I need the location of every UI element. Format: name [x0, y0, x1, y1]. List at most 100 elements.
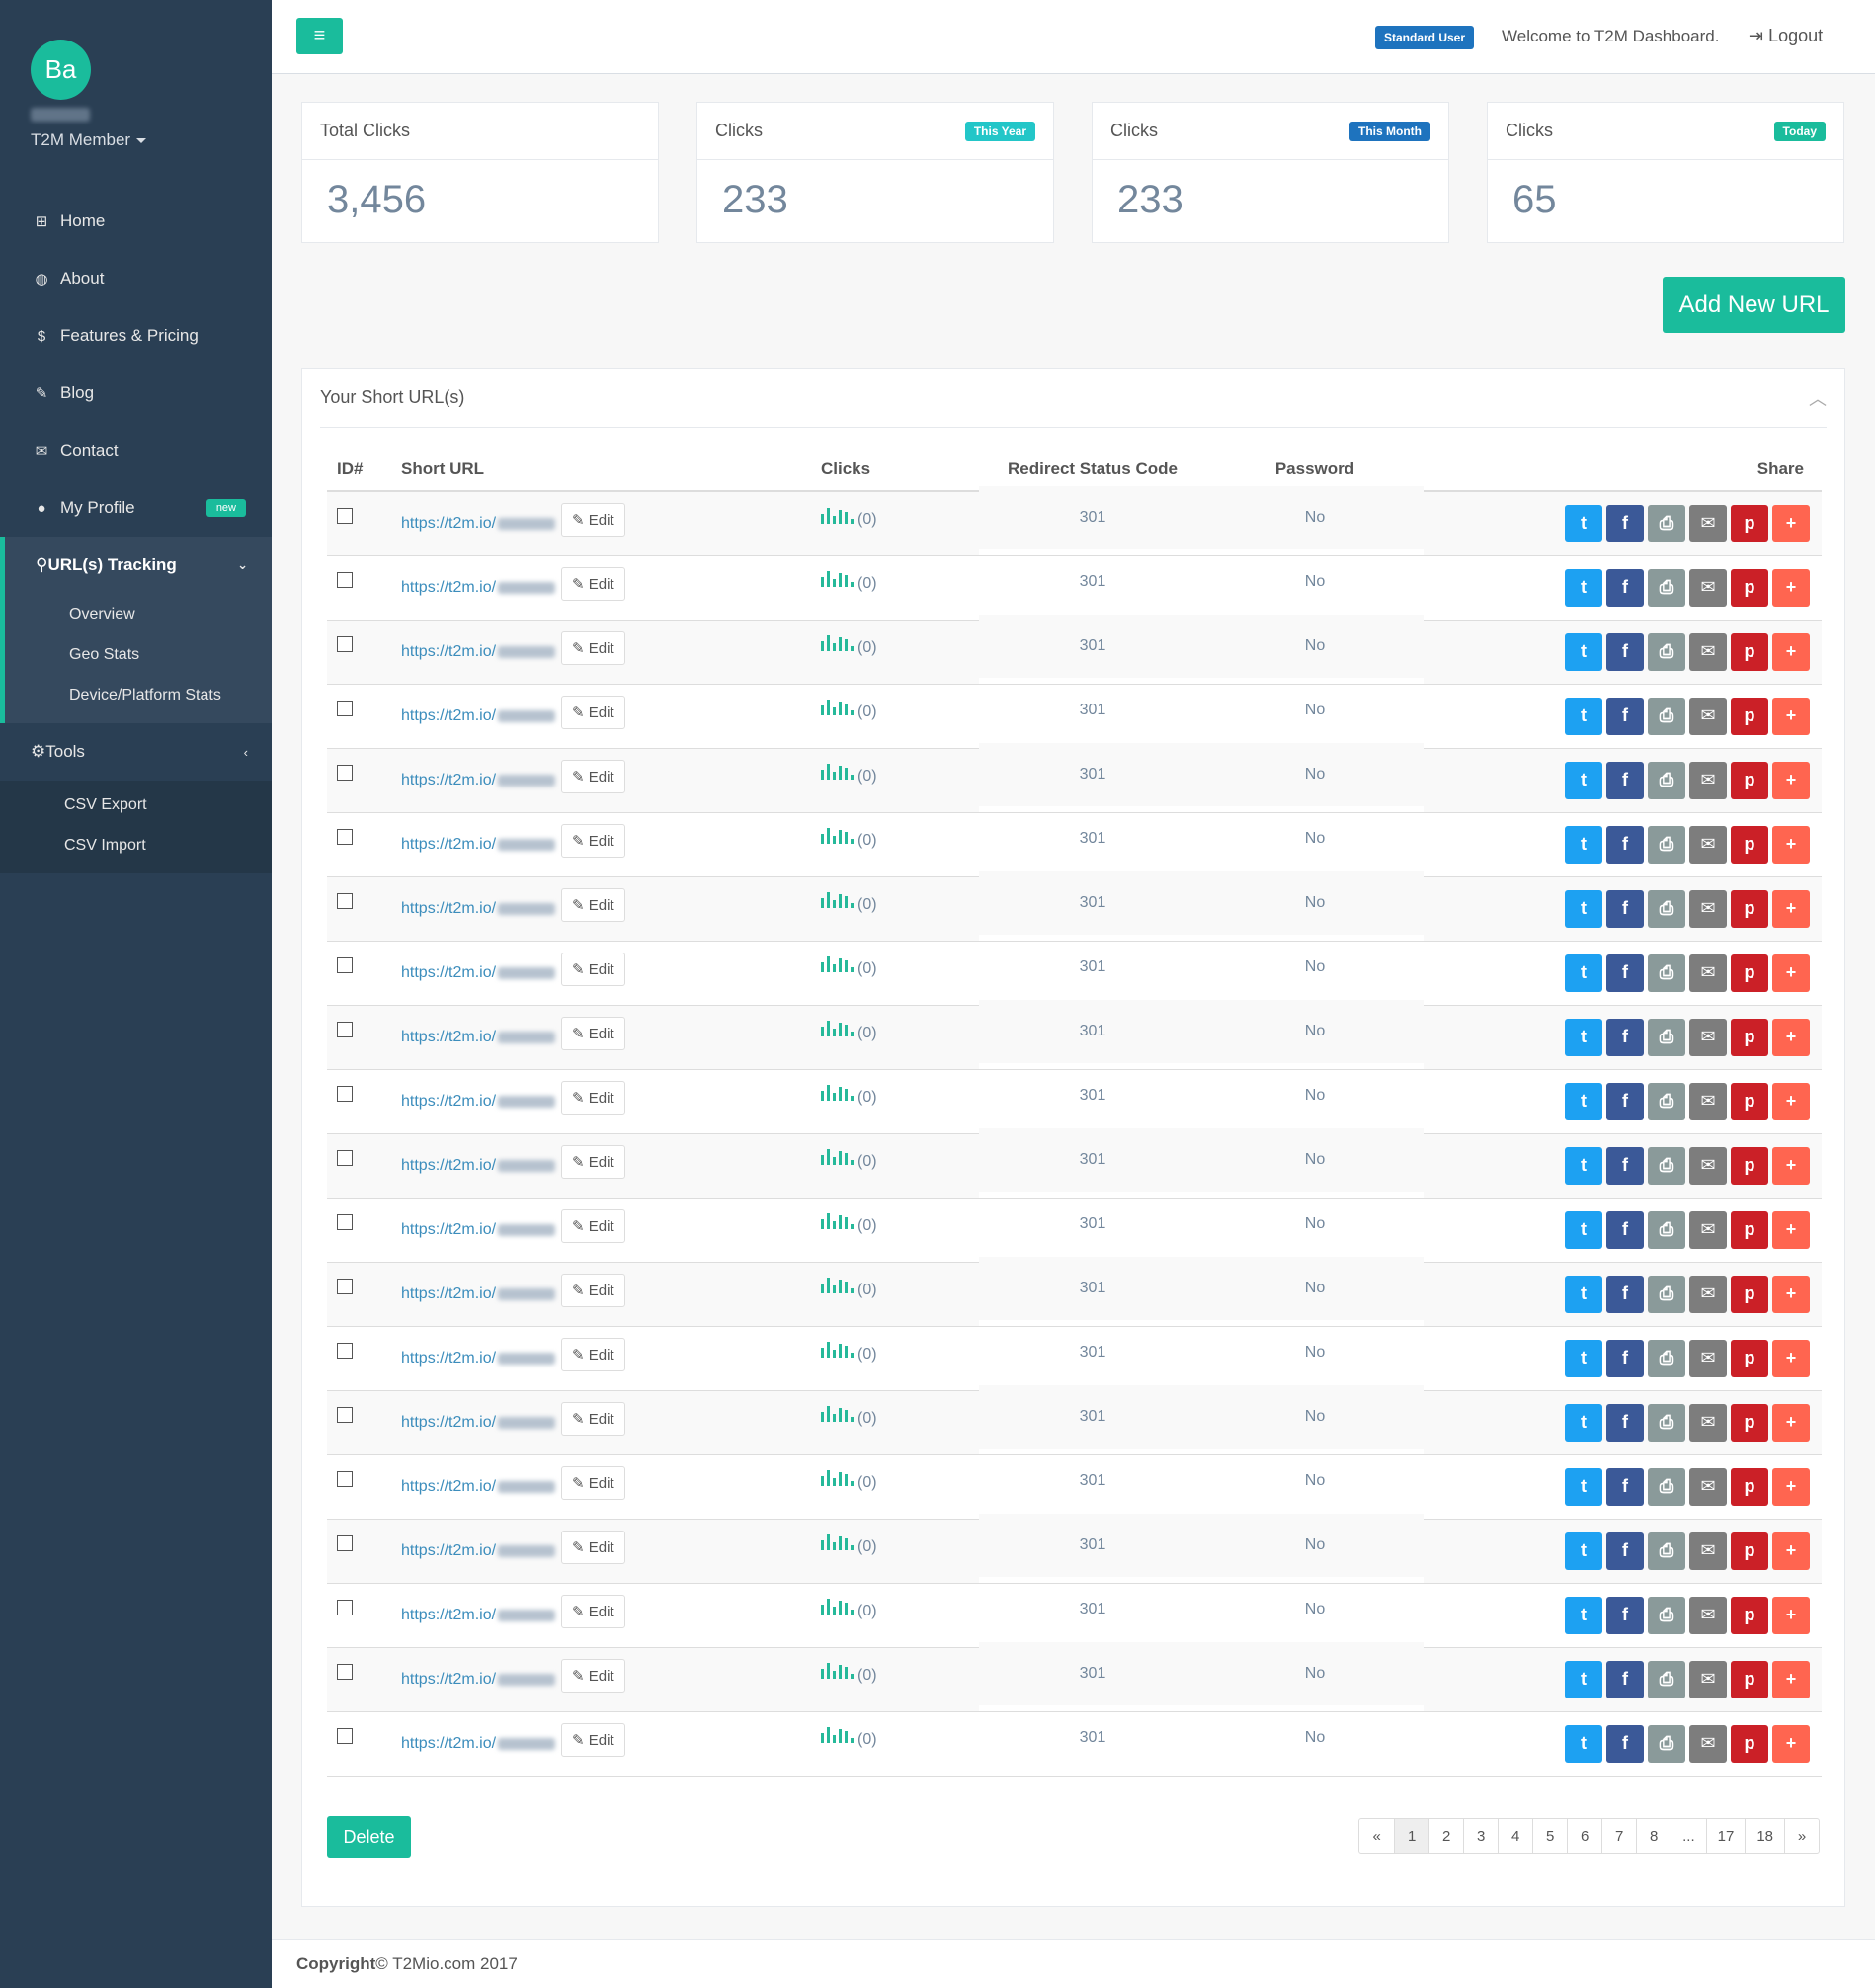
- edit-button[interactable]: ✎ Edit: [561, 1016, 625, 1050]
- edit-button[interactable]: ✎ Edit: [561, 1722, 625, 1757]
- edit-button[interactable]: ✎ Edit: [561, 1594, 625, 1628]
- short-url-link[interactable]: https://t2m.io/: [401, 1542, 561, 1559]
- row-checkbox[interactable]: [337, 1150, 353, 1166]
- page-link[interactable]: 8: [1636, 1819, 1671, 1853]
- sidebar-subitem-csv-export[interactable]: CSV Export: [64, 795, 147, 813]
- twitter-icon[interactable]: t: [1565, 1210, 1602, 1249]
- row-checkbox[interactable]: [337, 1471, 353, 1487]
- clicks-stats-link[interactable]: (0): [821, 1534, 877, 1555]
- print-icon[interactable]: ⎙: [1648, 1082, 1685, 1120]
- twitter-icon[interactable]: t: [1565, 1532, 1602, 1570]
- edit-button[interactable]: ✎ Edit: [561, 566, 625, 601]
- twitter-icon[interactable]: t: [1565, 1275, 1602, 1313]
- print-icon[interactable]: ⎙: [1648, 1210, 1685, 1249]
- plus-icon[interactable]: +: [1772, 1596, 1810, 1634]
- page-link[interactable]: »: [1784, 1819, 1819, 1853]
- row-checkbox[interactable]: [337, 572, 353, 588]
- email-icon[interactable]: ✉: [1689, 889, 1727, 928]
- plus-icon[interactable]: +: [1772, 1146, 1810, 1185]
- menu-toggle-button[interactable]: ≡: [296, 18, 343, 54]
- plus-icon[interactable]: +: [1772, 504, 1810, 542]
- clicks-stats-link[interactable]: (0): [821, 635, 877, 656]
- clicks-stats-link[interactable]: (0): [821, 1021, 877, 1041]
- short-url-link[interactable]: https://t2m.io/: [401, 1414, 561, 1431]
- edit-button[interactable]: ✎ Edit: [561, 1144, 625, 1179]
- row-checkbox[interactable]: [337, 1022, 353, 1037]
- edit-button[interactable]: ✎ Edit: [561, 502, 625, 537]
- print-icon[interactable]: ⎙: [1648, 1146, 1685, 1185]
- edit-button[interactable]: ✎ Edit: [561, 1208, 625, 1243]
- facebook-icon[interactable]: f: [1606, 1082, 1644, 1120]
- edit-button[interactable]: ✎ Edit: [561, 1401, 625, 1436]
- plus-icon[interactable]: +: [1772, 1467, 1810, 1506]
- twitter-icon[interactable]: t: [1565, 1596, 1602, 1634]
- edit-button[interactable]: ✎ Edit: [561, 1530, 625, 1564]
- edit-button[interactable]: ✎ Edit: [561, 695, 625, 729]
- row-checkbox[interactable]: [337, 829, 353, 845]
- plus-icon[interactable]: +: [1772, 1339, 1810, 1377]
- facebook-icon[interactable]: f: [1606, 889, 1644, 928]
- short-url-link[interactable]: https://t2m.io/: [401, 1029, 561, 1045]
- email-icon[interactable]: ✉: [1689, 504, 1727, 542]
- sidebar-subitem-device-stats[interactable]: Device/Platform Stats: [69, 686, 221, 704]
- edit-button[interactable]: ✎ Edit: [561, 952, 625, 986]
- short-url-link[interactable]: https://t2m.io/: [401, 1285, 561, 1302]
- plus-icon[interactable]: +: [1772, 953, 1810, 992]
- pinterest-icon[interactable]: p: [1731, 1146, 1768, 1185]
- sidebar-subitem-geo-stats[interactable]: Geo Stats: [69, 645, 140, 663]
- facebook-icon[interactable]: f: [1606, 504, 1644, 542]
- email-icon[interactable]: ✉: [1689, 1018, 1727, 1056]
- print-icon[interactable]: ⎙: [1648, 1724, 1685, 1763]
- facebook-icon[interactable]: f: [1606, 953, 1644, 992]
- plus-icon[interactable]: +: [1772, 889, 1810, 928]
- edit-button[interactable]: ✎ Edit: [561, 887, 625, 922]
- facebook-icon[interactable]: f: [1606, 1018, 1644, 1056]
- short-url-link[interactable]: https://t2m.io/: [401, 579, 561, 596]
- logout-link[interactable]: ⇥ Logout: [1749, 26, 1823, 46]
- facebook-icon[interactable]: f: [1606, 1660, 1644, 1698]
- short-url-link[interactable]: https://t2m.io/: [401, 1221, 561, 1238]
- short-url-link[interactable]: https://t2m.io/: [401, 707, 561, 724]
- twitter-icon[interactable]: t: [1565, 1082, 1602, 1120]
- pinterest-icon[interactable]: p: [1731, 697, 1768, 735]
- row-checkbox[interactable]: [337, 508, 353, 525]
- plus-icon[interactable]: +: [1772, 1532, 1810, 1570]
- row-checkbox[interactable]: [337, 893, 353, 909]
- pinterest-icon[interactable]: p: [1731, 1210, 1768, 1249]
- edit-button[interactable]: ✎ Edit: [561, 1658, 625, 1693]
- print-icon[interactable]: ⎙: [1648, 1660, 1685, 1698]
- print-icon[interactable]: ⎙: [1648, 825, 1685, 864]
- row-checkbox[interactable]: [337, 1214, 353, 1230]
- print-icon[interactable]: ⎙: [1648, 953, 1685, 992]
- page-link[interactable]: 5: [1532, 1819, 1567, 1853]
- sidebar-item-blog[interactable]: ✎ Blog: [0, 365, 272, 422]
- sidebar-subitem-csv-import[interactable]: CSV Import: [64, 836, 146, 854]
- email-icon[interactable]: ✉: [1689, 1210, 1727, 1249]
- print-icon[interactable]: ⎙: [1648, 1596, 1685, 1634]
- print-icon[interactable]: ⎙: [1648, 889, 1685, 928]
- twitter-icon[interactable]: t: [1565, 1403, 1602, 1442]
- page-link[interactable]: 6: [1567, 1819, 1601, 1853]
- facebook-icon[interactable]: f: [1606, 1275, 1644, 1313]
- clicks-stats-link[interactable]: (0): [821, 1278, 877, 1298]
- pinterest-icon[interactable]: p: [1731, 761, 1768, 799]
- clicks-stats-link[interactable]: (0): [821, 571, 877, 592]
- edit-button[interactable]: ✎ Edit: [561, 823, 625, 858]
- print-icon[interactable]: ⎙: [1648, 1403, 1685, 1442]
- email-icon[interactable]: ✉: [1689, 1467, 1727, 1506]
- print-icon[interactable]: ⎙: [1648, 504, 1685, 542]
- edit-button[interactable]: ✎ Edit: [561, 1273, 625, 1307]
- twitter-icon[interactable]: t: [1565, 632, 1602, 671]
- facebook-icon[interactable]: f: [1606, 1339, 1644, 1377]
- plus-icon[interactable]: +: [1772, 1724, 1810, 1763]
- facebook-icon[interactable]: f: [1606, 1596, 1644, 1634]
- email-icon[interactable]: ✉: [1689, 761, 1727, 799]
- print-icon[interactable]: ⎙: [1648, 761, 1685, 799]
- pinterest-icon[interactable]: p: [1731, 504, 1768, 542]
- twitter-icon[interactable]: t: [1565, 1660, 1602, 1698]
- edit-button[interactable]: ✎ Edit: [561, 1337, 625, 1371]
- email-icon[interactable]: ✉: [1689, 568, 1727, 607]
- delete-button[interactable]: Delete: [327, 1816, 411, 1858]
- clicks-stats-link[interactable]: (0): [821, 1599, 877, 1619]
- plus-icon[interactable]: +: [1772, 1275, 1810, 1313]
